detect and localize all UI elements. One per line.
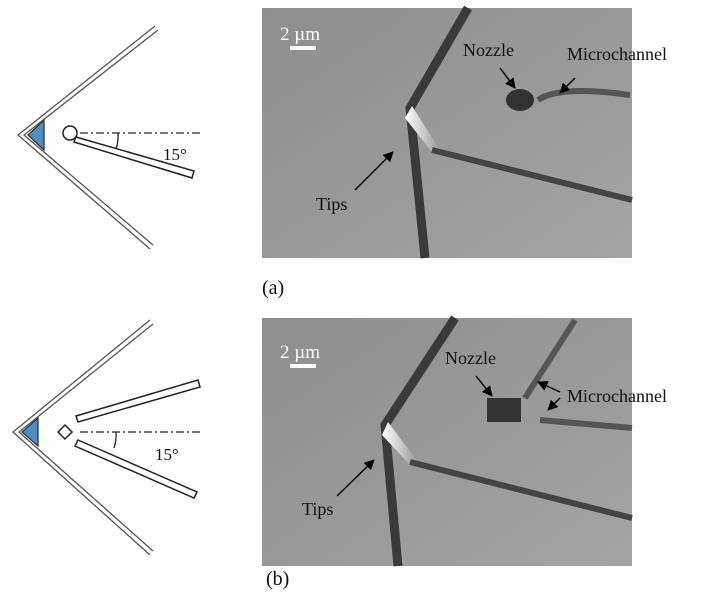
- nozzle-label: Nozzle: [463, 40, 514, 60]
- microchannel-label: Microchannel: [567, 44, 667, 64]
- tips-label: Tips: [302, 499, 333, 519]
- scale-label: 2 µm: [280, 24, 320, 45]
- caption: (b): [266, 568, 289, 590]
- angle-label: 15°: [155, 445, 179, 464]
- microchannel-label: Microchannel: [567, 386, 667, 406]
- page: {"panels": [ {"caption": "(a)", "angle":…: [0, 0, 708, 598]
- angle-label: 15°: [163, 145, 187, 164]
- schematic-a: [18, 26, 200, 249]
- tips-label: Tips: [316, 194, 347, 214]
- caption: (a): [262, 277, 284, 299]
- schematic-b: [13, 320, 200, 555]
- figure: 15° 2 µm Nozzle Microchannel Tips (a) 15…: [0, 0, 708, 598]
- nozzle-label: Nozzle: [445, 348, 496, 368]
- scale-label: 2 µm: [280, 342, 320, 363]
